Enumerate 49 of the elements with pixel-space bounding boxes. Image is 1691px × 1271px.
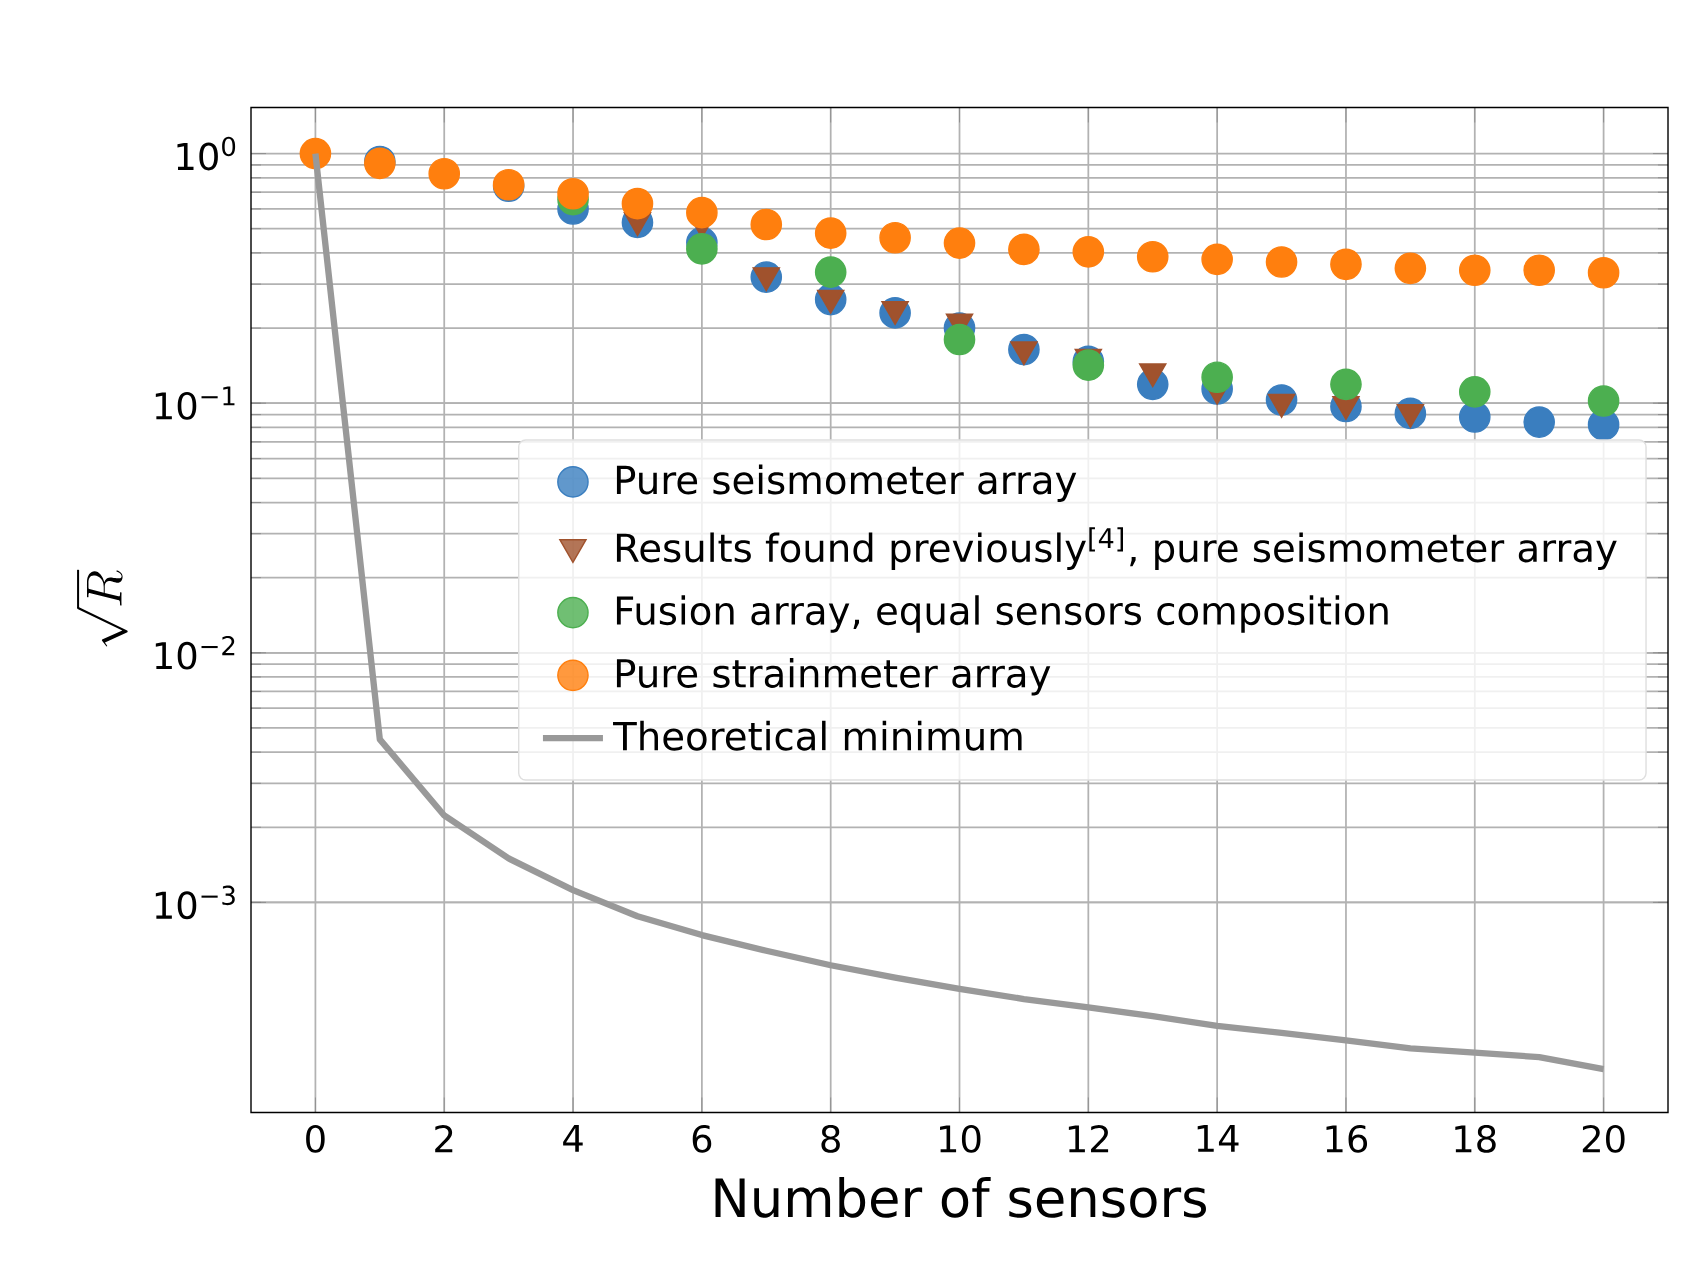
y-tick-label: 10$^{−1}$ bbox=[155, 386, 235, 420]
point bbox=[1265, 246, 1298, 278]
legend-label: Results found previously$^{[4]}$, pure seismometer array bbox=[616, 527, 1617, 570]
point bbox=[1201, 361, 1233, 394]
point bbox=[814, 217, 847, 249]
point bbox=[750, 208, 783, 241]
point bbox=[1201, 243, 1233, 276]
point bbox=[1136, 240, 1169, 273]
point bbox=[1587, 256, 1620, 289]
x-tick-label: 12 bbox=[1068, 1124, 1109, 1153]
point bbox=[1394, 252, 1427, 285]
point bbox=[686, 196, 718, 229]
point bbox=[1523, 406, 1555, 438]
point bbox=[1458, 376, 1491, 408]
y-tick-label: 10$^{0}$ bbox=[177, 136, 236, 171]
x-tick-label: 2 bbox=[435, 1124, 453, 1153]
point bbox=[1458, 254, 1491, 287]
point bbox=[1587, 385, 1620, 417]
x-tick-label: 10 bbox=[940, 1124, 981, 1153]
point bbox=[686, 233, 718, 265]
point bbox=[1008, 233, 1040, 266]
y-axis-title: $\sqrt{R}$ bbox=[77, 569, 128, 647]
point bbox=[1072, 236, 1105, 268]
y-tick-label: 10$^{−3}$ bbox=[155, 885, 235, 920]
x-axis-title: Number of sensors bbox=[715, 1177, 1206, 1218]
y-tick-label: 10$^{−2}$ bbox=[155, 635, 235, 670]
legend-label: Theoretical minimum bbox=[613, 720, 1022, 751]
point bbox=[428, 157, 461, 190]
point bbox=[943, 227, 976, 259]
legend-label: Fusion array, equal sensors composition bbox=[616, 595, 1388, 633]
legend-label: Pure strainmeter array bbox=[616, 658, 1051, 696]
point bbox=[943, 323, 976, 356]
x-tick-label: 4 bbox=[563, 1124, 583, 1152]
x-tick-label: 16 bbox=[1326, 1124, 1368, 1153]
point bbox=[1330, 248, 1362, 281]
x-tick-label: 18 bbox=[1455, 1124, 1496, 1153]
point bbox=[621, 187, 654, 220]
point bbox=[1330, 368, 1362, 401]
x-tick-label: 14 bbox=[1197, 1124, 1239, 1152]
point bbox=[557, 177, 589, 210]
x-tick-label: 8 bbox=[821, 1124, 840, 1153]
point bbox=[879, 221, 911, 254]
x-tick-label: 20 bbox=[1582, 1124, 1625, 1153]
point bbox=[1523, 254, 1555, 287]
x-tick-label: 6 bbox=[692, 1124, 712, 1153]
point bbox=[1072, 349, 1105, 381]
legend-label: Pure seismometer array bbox=[616, 464, 1077, 502]
x-tick-label: 0 bbox=[306, 1124, 325, 1153]
point bbox=[814, 256, 847, 288]
